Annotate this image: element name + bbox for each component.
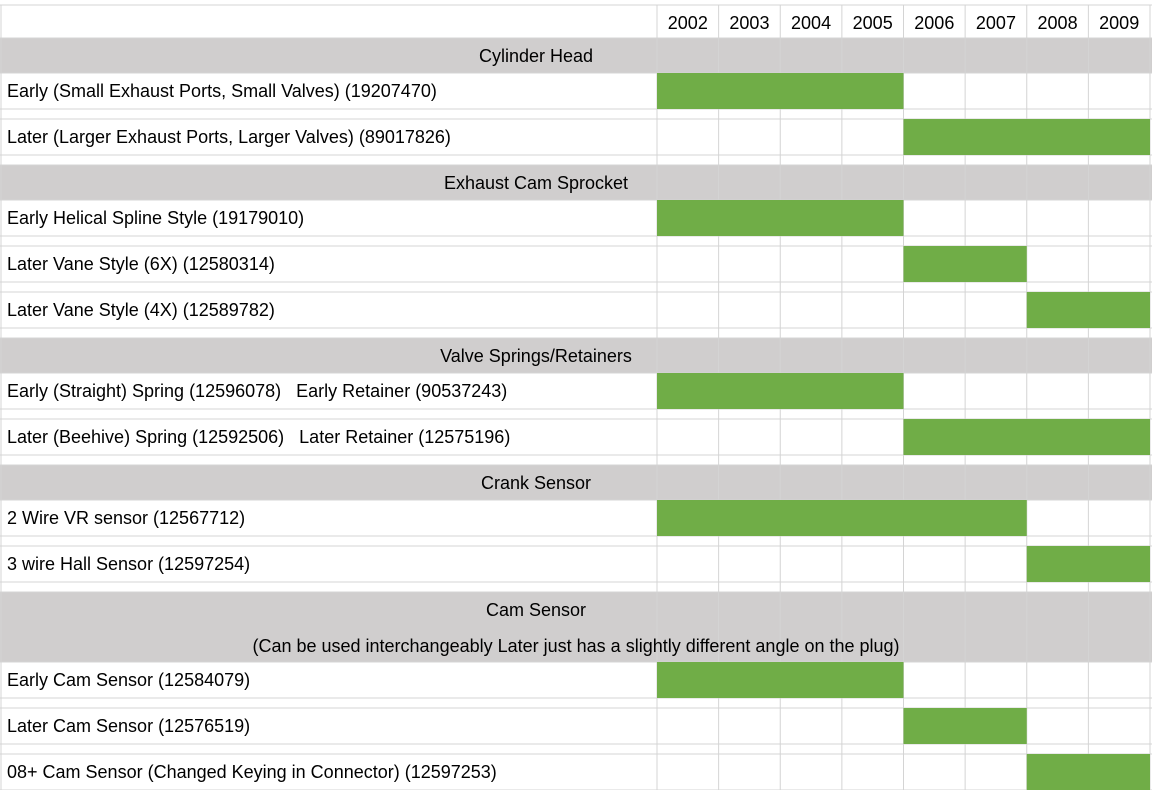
row-label: Later (Beehive) Spring (12592506) Later … [7,427,510,447]
section-band [0,592,1152,662]
row-label: Early (Small Exhaust Ports, Small Valves… [7,81,437,101]
section-title: Cylinder Head [479,46,593,66]
year-header: 2002 [668,13,708,33]
year-header: 2007 [976,13,1016,33]
section-band [0,465,1152,500]
section-title: Cam Sensor [486,600,586,620]
section-note: (Can be used interchangeably Later just … [252,636,899,656]
year-span [903,119,1150,155]
row-label: Later (Larger Exhaust Ports, Larger Valv… [7,127,451,147]
year-span [903,708,1027,744]
year-header: 2005 [853,13,893,33]
year-span [657,73,904,109]
section-title: Valve Springs/Retainers [440,346,632,366]
year-span [1026,546,1150,582]
year-span [903,246,1027,282]
year-span [657,200,904,236]
row-label: Early Cam Sensor (12584079) [7,670,250,690]
year-header: 2009 [1099,13,1139,33]
year-span [657,662,904,698]
section-band [0,165,1152,200]
year-span [657,500,1027,536]
section-title: Exhaust Cam Sprocket [444,173,628,193]
section-title: Crank Sensor [481,473,591,493]
year-header: 2008 [1038,13,1078,33]
year-header: 2006 [914,13,954,33]
row-label: 3 wire Hall Sensor (12597254) [7,554,250,574]
row-label: 08+ Cam Sensor (Changed Keying in Connec… [7,762,497,782]
year-span [903,419,1150,455]
row-label: Later Vane Style (4X) (12589782) [7,300,275,320]
section-band [0,338,1152,373]
row-label: 2 Wire VR sensor (12567712) [7,508,245,528]
row-label: Early Helical Spline Style (19179010) [7,208,304,228]
row-label: Early (Straight) Spring (12596078) Early… [7,381,507,401]
row-label: Later Cam Sensor (12576519) [7,716,250,736]
section-band [0,38,1152,73]
row-label: Later Vane Style (6X) (12580314) [7,254,275,274]
year-header: 2003 [729,13,769,33]
year-span [1026,292,1150,328]
year-span [657,373,904,409]
year-header: 2004 [791,13,831,33]
year-span [1026,754,1150,790]
